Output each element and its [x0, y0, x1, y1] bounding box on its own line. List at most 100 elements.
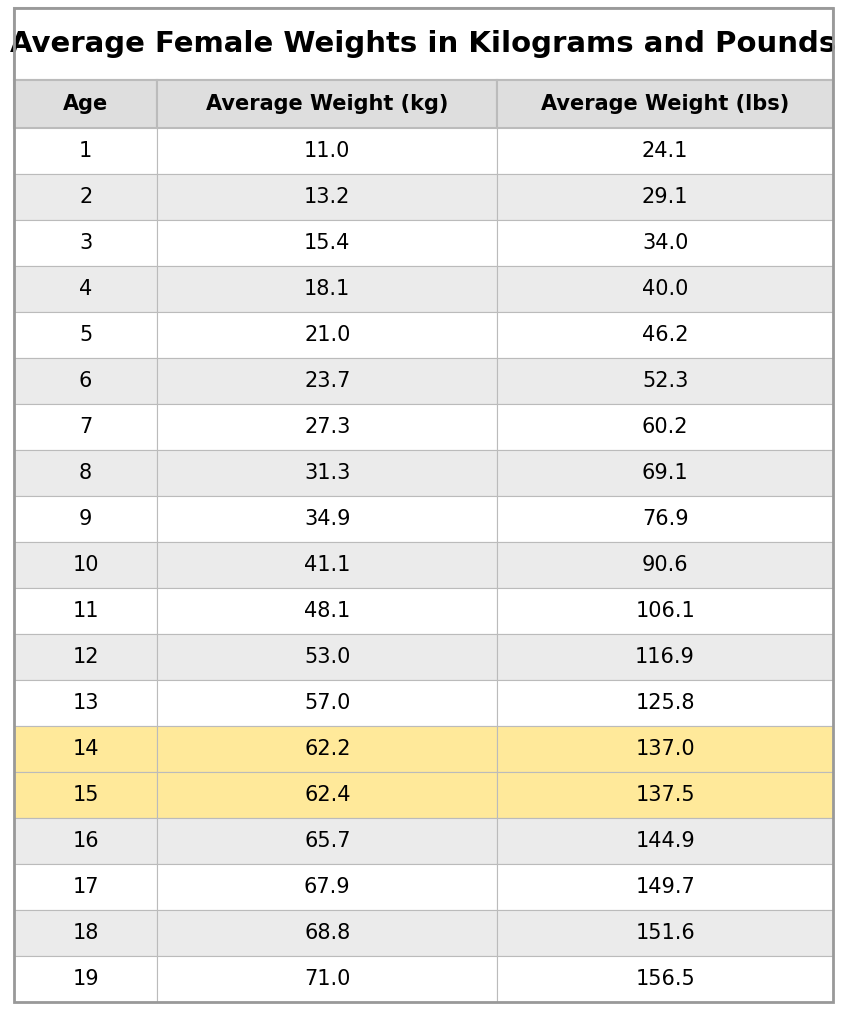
Bar	[497, 910, 833, 956]
Bar	[14, 220, 158, 266]
Bar	[158, 266, 497, 312]
Text: 16: 16	[72, 831, 99, 851]
Bar	[158, 910, 497, 956]
Bar	[497, 174, 833, 220]
Text: 11.0: 11.0	[304, 141, 351, 161]
Text: Age: Age	[63, 94, 108, 114]
Bar	[14, 128, 158, 174]
Bar	[14, 174, 158, 220]
Text: 106.1: 106.1	[635, 601, 695, 621]
Text: 46.2: 46.2	[642, 325, 689, 345]
Bar	[158, 864, 497, 910]
Bar	[14, 542, 158, 588]
Bar	[14, 864, 158, 910]
Text: 10: 10	[72, 555, 99, 575]
Bar	[158, 220, 497, 266]
Bar	[14, 404, 158, 450]
Bar	[497, 588, 833, 634]
Text: 11: 11	[72, 601, 99, 621]
Text: 18: 18	[73, 923, 99, 943]
Text: 67.9: 67.9	[304, 877, 351, 897]
Bar	[158, 956, 497, 1002]
Text: 48.1: 48.1	[304, 601, 351, 621]
Text: 137.5: 137.5	[635, 785, 695, 805]
Text: 144.9: 144.9	[635, 831, 695, 851]
Bar	[497, 312, 833, 358]
Text: 8: 8	[79, 463, 92, 483]
Text: 12: 12	[72, 647, 99, 667]
Text: 15.4: 15.4	[304, 233, 351, 253]
Text: 40.0: 40.0	[642, 279, 689, 299]
Bar	[158, 312, 497, 358]
Text: 62.4: 62.4	[304, 785, 351, 805]
Bar	[14, 8, 833, 80]
Bar	[497, 496, 833, 542]
Text: 17: 17	[72, 877, 99, 897]
Text: 57.0: 57.0	[304, 693, 351, 713]
Bar	[158, 128, 497, 174]
Bar	[158, 634, 497, 680]
Text: 71.0: 71.0	[304, 969, 351, 989]
Bar	[158, 680, 497, 726]
Text: 149.7: 149.7	[635, 877, 695, 897]
Text: 62.2: 62.2	[304, 739, 351, 759]
Text: 7: 7	[79, 417, 92, 437]
Bar	[158, 588, 497, 634]
Text: 27.3: 27.3	[304, 417, 351, 437]
Text: 90.6: 90.6	[642, 555, 689, 575]
Text: 2: 2	[79, 187, 92, 207]
Bar	[14, 496, 158, 542]
Text: 34.9: 34.9	[304, 509, 351, 529]
Bar	[497, 450, 833, 496]
Bar	[497, 956, 833, 1002]
Text: 23.7: 23.7	[304, 371, 351, 391]
Text: 65.7: 65.7	[304, 831, 351, 851]
Bar	[14, 956, 158, 1002]
Bar	[14, 772, 158, 818]
Bar	[497, 220, 833, 266]
Bar	[497, 818, 833, 864]
Bar	[158, 818, 497, 864]
Text: 14: 14	[72, 739, 99, 759]
Text: 6: 6	[79, 371, 92, 391]
Text: 76.9: 76.9	[642, 509, 689, 529]
Text: 19: 19	[72, 969, 99, 989]
Text: 1: 1	[79, 141, 92, 161]
Text: 137.0: 137.0	[635, 739, 695, 759]
Bar	[14, 80, 158, 128]
Bar	[14, 312, 158, 358]
Bar	[497, 542, 833, 588]
Bar	[14, 358, 158, 404]
Text: 29.1: 29.1	[642, 187, 689, 207]
Text: 60.2: 60.2	[642, 417, 689, 437]
Bar	[14, 588, 158, 634]
Text: 34.0: 34.0	[642, 233, 689, 253]
Text: 5: 5	[79, 325, 92, 345]
Bar	[158, 404, 497, 450]
Bar	[497, 864, 833, 910]
Text: 125.8: 125.8	[635, 693, 695, 713]
Bar	[497, 128, 833, 174]
Bar	[14, 450, 158, 496]
Text: 52.3: 52.3	[642, 371, 689, 391]
Bar	[158, 358, 497, 404]
Bar	[497, 772, 833, 818]
Bar	[497, 266, 833, 312]
Text: 116.9: 116.9	[635, 647, 695, 667]
Text: 21.0: 21.0	[304, 325, 351, 345]
Bar	[158, 542, 497, 588]
Bar	[14, 266, 158, 312]
Text: 15: 15	[72, 785, 99, 805]
Text: 13.2: 13.2	[304, 187, 351, 207]
Text: 24.1: 24.1	[642, 141, 689, 161]
Bar	[158, 80, 497, 128]
Bar	[497, 680, 833, 726]
Text: Average Weight (lbs): Average Weight (lbs)	[541, 94, 789, 114]
Bar	[158, 726, 497, 772]
Bar	[14, 680, 158, 726]
Text: 68.8: 68.8	[304, 923, 351, 943]
Text: 41.1: 41.1	[304, 555, 351, 575]
Text: 151.6: 151.6	[635, 923, 695, 943]
Text: 18.1: 18.1	[304, 279, 351, 299]
Text: 69.1: 69.1	[642, 463, 689, 483]
